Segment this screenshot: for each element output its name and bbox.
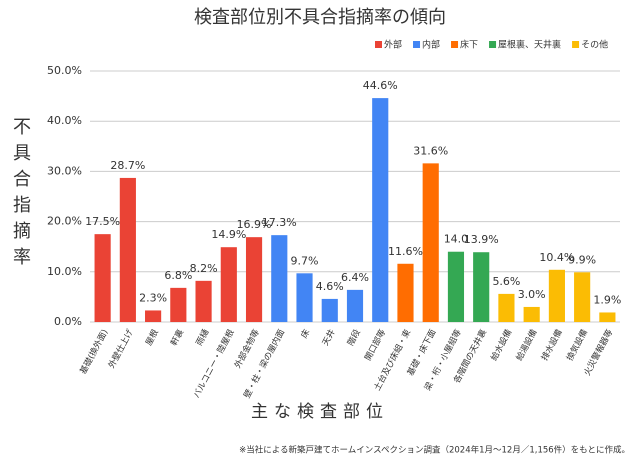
data-label: 10.4% <box>539 251 574 264</box>
legend-label: 床下 <box>460 39 478 51</box>
data-label: 11.6% <box>388 245 423 258</box>
bar <box>447 251 465 322</box>
x-tick-label: 階段 <box>345 327 363 348</box>
y-tick-label: 50.0% <box>47 64 82 77</box>
y-tick-label: 30.0% <box>47 164 82 177</box>
data-label: 6.8% <box>164 269 192 282</box>
bar <box>523 306 540 322</box>
legend-label: 内部 <box>422 39 440 51</box>
legend-label: その他 <box>581 39 608 51</box>
data-label: 31.6% <box>413 144 448 157</box>
x-tick-label: 床 <box>299 327 313 340</box>
x-tick-label: 開口部等 <box>362 327 388 363</box>
data-label: 5.6% <box>492 275 520 288</box>
data-label: 4.6% <box>316 280 344 293</box>
x-tick-label: 外部金物等 <box>232 327 262 370</box>
data-label: 17.5% <box>85 215 120 228</box>
x-tick-label: 給水設備 <box>489 327 515 363</box>
bar <box>220 247 237 322</box>
x-tick-label: 外壁仕上げ <box>106 327 136 370</box>
data-label: 8.2% <box>190 262 218 275</box>
bar <box>119 177 136 322</box>
legend-swatch <box>451 41 459 48</box>
bar <box>574 272 591 322</box>
bar <box>372 98 389 322</box>
y-axis-title: 不具合指摘率 <box>10 117 31 273</box>
data-label: 2.3% <box>139 291 167 304</box>
bar <box>473 252 490 322</box>
footnote: ※当社による新築戸建てホームインスペクション調査（2024年1月〜12月／1,1… <box>239 445 630 456</box>
x-tick-label: 基礎(換外面) <box>78 327 111 376</box>
x-axis-title: 主な検査部位 <box>251 402 389 422</box>
bar <box>548 269 565 322</box>
data-label: 9.9% <box>568 253 596 266</box>
bar <box>271 235 288 322</box>
x-tick-label: 換気設備 <box>564 327 590 363</box>
data-label: 14.9% <box>211 228 246 241</box>
bar <box>498 293 515 322</box>
chart-title: 検査部位別不具合指摘率の傾向 <box>194 7 446 28</box>
y-tick-label: 40.0% <box>47 114 82 127</box>
bar <box>245 237 263 322</box>
y-tick-label: 20.0% <box>47 215 82 228</box>
data-label: 44.6% <box>363 79 398 92</box>
x-tick-label: 給湯設備 <box>514 327 540 363</box>
data-label: 16.9% <box>237 218 272 231</box>
bar <box>422 163 439 322</box>
x-tick-label: 雨樋 <box>194 327 212 348</box>
legend-swatch <box>413 41 421 48</box>
x-tick-label: 屋根 <box>143 327 161 348</box>
bar <box>94 234 111 322</box>
data-label: 6.4% <box>341 271 369 284</box>
bar <box>145 310 162 322</box>
bar <box>170 287 187 322</box>
bar <box>397 263 414 322</box>
bar <box>195 280 212 322</box>
data-label: 13.9% <box>464 233 499 246</box>
legend-swatch <box>489 41 497 48</box>
legend-swatch <box>572 41 580 48</box>
data-label: 3.0% <box>518 288 546 301</box>
bar <box>346 289 364 322</box>
bar <box>321 298 338 322</box>
x-tick-label: 天井 <box>320 327 338 347</box>
bar <box>599 312 616 322</box>
y-tick-label: 10.0% <box>47 265 82 278</box>
legend-label: 屋根裏、天井裏 <box>498 39 561 51</box>
data-label: 1.9% <box>593 293 621 306</box>
x-tick-label: 軒裏 <box>168 327 186 348</box>
y-tick-label: 0.0% <box>54 315 82 328</box>
bar <box>296 273 313 322</box>
data-label: 17.3% <box>262 216 297 229</box>
data-label: 28.7% <box>110 159 145 172</box>
legend-label: 外部 <box>384 39 402 51</box>
legend-swatch <box>375 41 382 48</box>
data-label: 14.0 <box>444 233 469 246</box>
data-label: 9.7% <box>291 254 319 267</box>
x-tick-label: 排水設備 <box>539 327 565 363</box>
